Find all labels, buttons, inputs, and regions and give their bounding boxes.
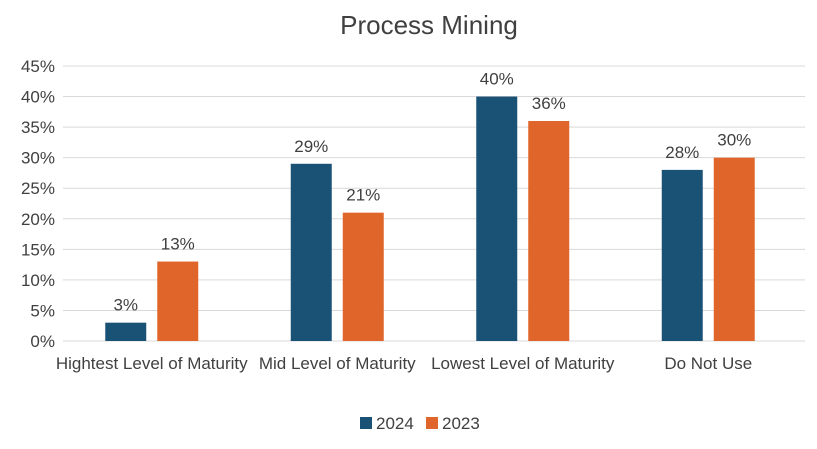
data-labels: 3% 13% 29% 21% 40% 36% 28% 30% (113, 70, 751, 315)
x-category-label: Lowest Level of Maturity (431, 354, 615, 373)
data-label: 40% (480, 70, 514, 89)
bars (105, 96, 755, 341)
legend: 2024 2023 (360, 414, 480, 433)
x-axis-categories: Hightest Level of Maturity Mid Level of M… (56, 354, 752, 373)
data-label: 28% (665, 143, 699, 162)
legend-label-2024: 2024 (376, 414, 414, 433)
bar-2024-1 (290, 163, 332, 341)
x-category-label: Hightest Level of Maturity (56, 354, 248, 373)
data-label: 30% (717, 131, 751, 150)
y-tick-label: 0% (30, 332, 55, 351)
legend-swatch-2023 (426, 417, 438, 429)
y-tick-label: 10% (21, 271, 55, 290)
legend-swatch-2024 (360, 417, 372, 429)
bar-2024-2 (476, 96, 518, 341)
legend-label-2023: 2023 (442, 414, 480, 433)
bar-2023-2 (528, 121, 570, 341)
y-tick-label: 35% (21, 118, 55, 137)
x-category-label: Mid Level of Maturity (259, 354, 416, 373)
y-tick-label: 20% (21, 210, 55, 229)
y-tick-label: 15% (21, 240, 55, 259)
data-label: 3% (113, 296, 138, 315)
data-label: 21% (346, 186, 380, 205)
bar-2023-0 (157, 261, 199, 341)
y-tick-label: 5% (30, 301, 55, 320)
y-tick-label: 30% (21, 149, 55, 168)
data-label: 36% (532, 94, 566, 113)
bar-2024-3 (661, 169, 703, 341)
data-label: 29% (294, 137, 328, 156)
y-axis-ticks: 0% 5% 10% 15% 20% 25% 30% 35% 40% 45% (21, 57, 55, 351)
bar-2023-3 (713, 157, 755, 341)
y-tick-label: 40% (21, 88, 55, 107)
bar-2023-1 (342, 212, 384, 341)
data-label: 13% (161, 235, 195, 254)
bar-2024-0 (105, 322, 147, 341)
chart-title: Process Mining (340, 10, 518, 40)
x-category-label: Do Not Use (664, 354, 752, 373)
y-tick-label: 25% (21, 179, 55, 198)
y-tick-label: 45% (21, 57, 55, 76)
